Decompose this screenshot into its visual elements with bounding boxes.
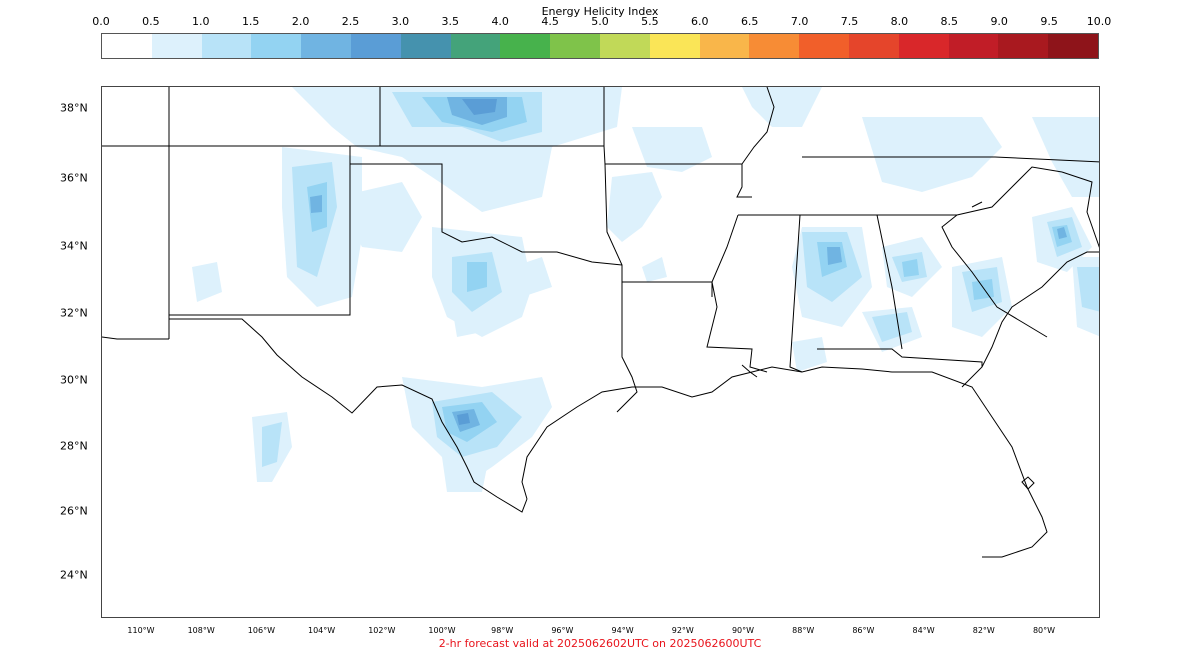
longitude-label: 94°W (611, 626, 634, 635)
colorbar-tick-label: 9.5 (1040, 15, 1058, 28)
latitude-label: 30°N (60, 373, 88, 387)
colorbar-tick-label: 0.0 (92, 15, 110, 28)
colorbar-swatch (400, 34, 451, 58)
longitude-label: 104°W (308, 626, 336, 635)
colorbar-swatch (450, 34, 501, 58)
colorbar-swatch (699, 34, 750, 58)
longitude-label: 82°W (972, 626, 995, 635)
colorbar-swatch (350, 34, 401, 58)
colorbar-tick-label: 5.5 (641, 15, 659, 28)
colorbar-swatch (749, 34, 800, 58)
longitude-label: 110°W (127, 626, 155, 635)
colorbar-swatch (251, 34, 302, 58)
latitude-label: 34°N (60, 239, 88, 253)
colorbar-swatch (848, 34, 899, 58)
colorbar-tick-label: 10.0 (1086, 15, 1112, 28)
longitude-label: 106°W (247, 626, 275, 635)
colorbar-tick-label: 8.5 (940, 15, 959, 28)
longitude-label: 84°W (912, 626, 935, 635)
colorbar-swatch (998, 34, 1049, 58)
colorbar-tick-label: 9.0 (990, 15, 1008, 28)
latitude-label: 36°N (60, 171, 88, 185)
state-boundaries (102, 87, 1099, 558)
colorbar-swatch (1048, 34, 1098, 58)
colorbar (101, 33, 1099, 59)
colorbar-title: Energy Helicity Index (541, 5, 659, 18)
forecast-caption: 2-hr forecast valid at 2025062602UTC on … (438, 637, 762, 650)
colorbar-tick-label: 6.5 (740, 15, 759, 28)
longitude-label: 96°W (551, 626, 574, 635)
colorbar-swatch (102, 34, 152, 58)
colorbar-tick-label: 6.0 (691, 15, 709, 28)
latitude-label: 38°N (60, 101, 88, 115)
colorbar-tick-label: 3.5 (441, 15, 460, 28)
colorbar-tick-label: 7.5 (840, 15, 859, 28)
longitude-label: 92°W (671, 626, 694, 635)
latitude-label: 32°N (60, 306, 88, 320)
latitude-label: 26°N (60, 504, 88, 518)
colorbar-tick-label: 8.0 (890, 15, 909, 28)
colorbar-tick-label: 0.5 (142, 15, 160, 28)
latitude-label: 24°N (60, 568, 88, 582)
ehi-field (192, 87, 1099, 492)
colorbar-tick-label: 2.5 (341, 15, 360, 28)
colorbar-swatch (799, 34, 849, 58)
longitude-label: 108°W (187, 626, 215, 635)
longitude-label: 102°W (368, 626, 396, 635)
map-panel (101, 86, 1100, 618)
colorbar-swatch (898, 34, 949, 58)
longitude-label: 100°W (428, 626, 456, 635)
colorbar-tick-label: 3.0 (391, 15, 410, 28)
latitude-label: 28°N (60, 439, 88, 453)
colorbar-swatch (550, 34, 600, 58)
colorbar-swatch (649, 34, 700, 58)
colorbar-tick-label: 4.0 (491, 15, 509, 28)
colorbar-tick-label: 5.0 (591, 15, 609, 28)
longitude-label: 88°W (792, 626, 815, 635)
colorbar-tick-label: 7.0 (790, 15, 809, 28)
colorbar-tick-label: 1.0 (192, 15, 210, 28)
longitude-label: 90°W (731, 626, 755, 635)
longitude-label: 86°W (852, 626, 875, 635)
colorbar-swatch (599, 34, 650, 58)
colorbar-tick-label: 1.5 (241, 15, 260, 28)
colorbar-tick-label: 2.0 (291, 15, 310, 28)
colorbar-swatch (151, 34, 202, 58)
longitude-label: 98°W (491, 626, 514, 635)
map-canvas (102, 87, 1099, 558)
longitude-label: 80°W (1032, 626, 1056, 635)
colorbar-tick-label: 4.5 (541, 15, 559, 28)
colorbar-swatch (301, 34, 351, 58)
colorbar-swatch (948, 34, 999, 58)
colorbar-swatch (500, 34, 551, 58)
colorbar-swatch (201, 34, 252, 58)
